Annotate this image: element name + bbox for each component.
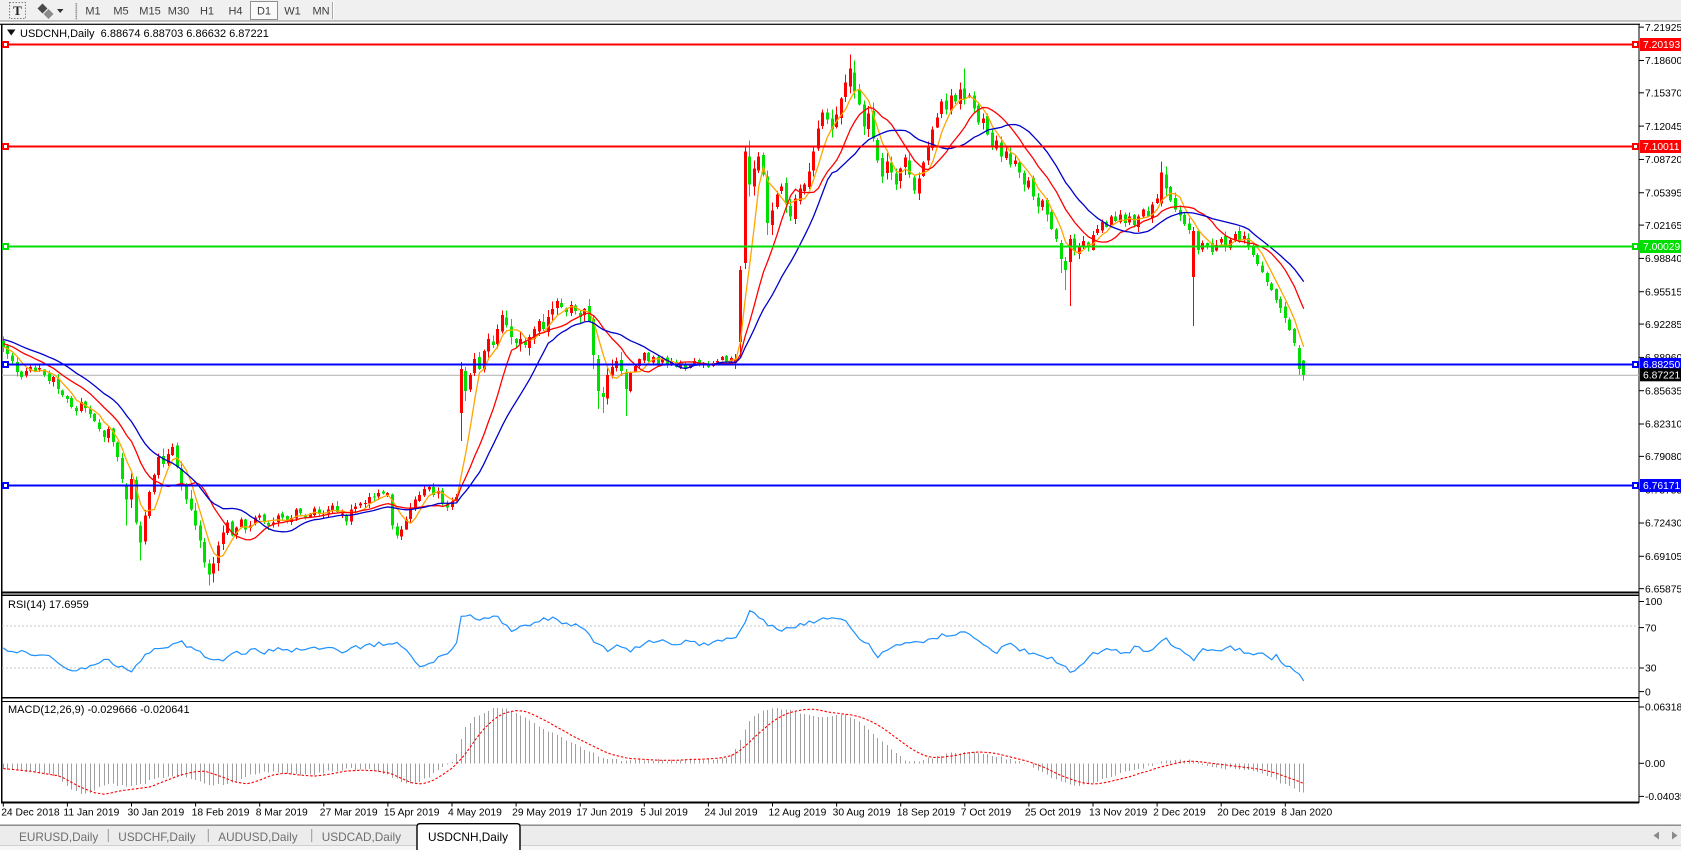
svg-text:MACD(12,26,9) -0.029666 -0.020: MACD(12,26,9) -0.029666 -0.020641 — [8, 704, 190, 716]
svg-text:6.98840: 6.98840 — [1645, 254, 1681, 265]
svg-text:AUDUSD,Daily: AUDUSD,Daily — [218, 830, 297, 844]
svg-text:EURUSD,Daily: EURUSD,Daily — [19, 830, 98, 844]
svg-text:0: 0 — [1645, 687, 1651, 698]
svg-text:M15: M15 — [139, 6, 160, 18]
svg-text:D1: D1 — [257, 6, 271, 18]
svg-text:H4: H4 — [228, 6, 242, 18]
svg-text:-0.040355: -0.040355 — [1645, 792, 1681, 803]
svg-text:8 Jan 2020: 8 Jan 2020 — [1281, 808, 1332, 819]
svg-text:17 Jun 2019: 17 Jun 2019 — [576, 808, 633, 819]
svg-text:7.20193: 7.20193 — [1643, 40, 1680, 51]
svg-text:7.02165: 7.02165 — [1645, 221, 1681, 232]
svg-text:29 May 2019: 29 May 2019 — [512, 808, 572, 819]
svg-text:30 Aug 2019: 30 Aug 2019 — [833, 808, 891, 819]
svg-text:RSI(14) 17.6959: RSI(14) 17.6959 — [8, 599, 89, 611]
svg-text:13 Nov 2019: 13 Nov 2019 — [1089, 808, 1148, 819]
svg-text:7 Oct 2019: 7 Oct 2019 — [961, 808, 1012, 819]
svg-text:24 Jul 2019: 24 Jul 2019 — [704, 808, 758, 819]
svg-text:6.72430: 6.72430 — [1645, 519, 1681, 530]
svg-text:7.08720: 7.08720 — [1645, 155, 1681, 166]
svg-text:M1: M1 — [85, 6, 100, 18]
svg-text:30: 30 — [1645, 664, 1657, 675]
svg-text:7.21925: 7.21925 — [1645, 23, 1681, 34]
svg-text:8 Mar 2019: 8 Mar 2019 — [256, 808, 308, 819]
svg-text:6.88250: 6.88250 — [1643, 360, 1680, 371]
svg-text:6.85635: 6.85635 — [1645, 386, 1681, 397]
svg-text:USDCNH,Daily: USDCNH,Daily — [428, 830, 508, 844]
svg-text:T: T — [13, 3, 22, 18]
svg-text:27 Mar 2019: 27 Mar 2019 — [320, 808, 378, 819]
svg-text:6.76171: 6.76171 — [1643, 481, 1680, 492]
svg-text:6.87221: 6.87221 — [1643, 371, 1680, 382]
svg-text:M5: M5 — [113, 6, 128, 18]
svg-text:H1: H1 — [200, 6, 214, 18]
svg-text:7.18600: 7.18600 — [1645, 56, 1681, 67]
svg-text:7.05395: 7.05395 — [1645, 188, 1681, 199]
svg-text:0.063184: 0.063184 — [1645, 703, 1681, 714]
svg-text:100: 100 — [1645, 597, 1662, 608]
svg-text:USDCAD,Daily: USDCAD,Daily — [322, 830, 401, 844]
svg-text:11 Jan 2019: 11 Jan 2019 — [63, 808, 119, 819]
svg-text:7.12045: 7.12045 — [1645, 122, 1681, 133]
svg-text:6.82310: 6.82310 — [1645, 420, 1681, 431]
svg-text:7.00029: 7.00029 — [1643, 242, 1680, 253]
svg-text:USDCNH,Daily 6.88674 6.88703: USDCNH,Daily 6.88674 6.88703 6.86632 6.8… — [20, 28, 269, 40]
svg-text:USDCHF,Daily: USDCHF,Daily — [118, 830, 195, 844]
svg-text:MN: MN — [312, 6, 329, 18]
svg-text:70: 70 — [1645, 623, 1657, 634]
svg-text:4 May 2019: 4 May 2019 — [448, 808, 502, 819]
svg-text:W1: W1 — [284, 6, 301, 18]
svg-text:6.65875: 6.65875 — [1645, 584, 1681, 595]
svg-text:7.15370: 7.15370 — [1645, 89, 1681, 100]
svg-text:30 Jan 2019: 30 Jan 2019 — [128, 808, 185, 819]
svg-text:24 Dec 2018: 24 Dec 2018 — [1, 808, 60, 819]
svg-text:18 Sep 2019: 18 Sep 2019 — [897, 808, 956, 819]
svg-text:6.69105: 6.69105 — [1645, 552, 1681, 563]
svg-text:2 Dec 2019: 2 Dec 2019 — [1153, 808, 1206, 819]
svg-text:6.95515: 6.95515 — [1645, 287, 1681, 298]
svg-text:25 Oct 2019: 25 Oct 2019 — [1025, 808, 1081, 819]
svg-text:0.00: 0.00 — [1645, 759, 1665, 770]
svg-text:18 Feb 2019: 18 Feb 2019 — [192, 808, 250, 819]
svg-text:5 Jul 2019: 5 Jul 2019 — [640, 808, 688, 819]
svg-text:6.79080: 6.79080 — [1645, 452, 1681, 463]
svg-text:15 Apr 2019: 15 Apr 2019 — [384, 808, 440, 819]
svg-text:12 Aug 2019: 12 Aug 2019 — [769, 808, 827, 819]
svg-text:M30: M30 — [168, 6, 189, 18]
svg-text:7.10011: 7.10011 — [1643, 142, 1680, 153]
svg-text:20 Dec 2019: 20 Dec 2019 — [1217, 808, 1276, 819]
svg-text:6.92285: 6.92285 — [1645, 320, 1681, 331]
